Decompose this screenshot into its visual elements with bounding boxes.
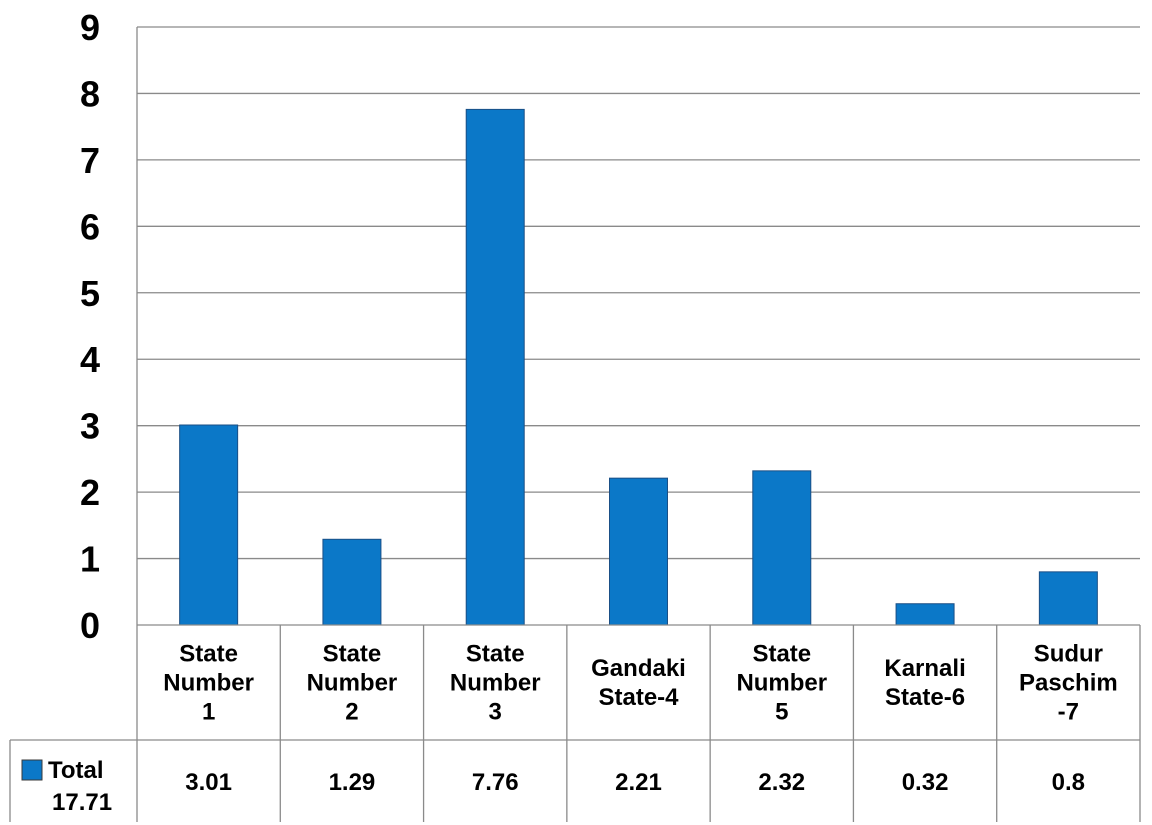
category-label: Number — [163, 670, 254, 697]
bar — [752, 470, 812, 626]
y-tick-label: 7 — [80, 140, 100, 181]
value-label: 0.32 — [902, 769, 949, 796]
value-label: 3.01 — [185, 769, 232, 796]
y-tick-label: 4 — [80, 339, 100, 380]
legend: Total 17.71 — [21, 757, 112, 816]
value-label: 1.29 — [329, 769, 376, 796]
category-label: State — [179, 641, 238, 668]
category-label: 1 — [202, 699, 215, 726]
category-labels: StateNumber1StateNumber2StateNumber3Gand… — [163, 641, 1117, 726]
y-tick-label: 8 — [80, 73, 100, 114]
bar — [1038, 571, 1098, 626]
bars — [179, 108, 1098, 626]
legend-key — [21, 759, 43, 781]
gridlines — [136, 26, 1140, 625]
category-label: State — [323, 641, 382, 668]
category-label: Paschim — [1019, 670, 1118, 697]
y-tick-label: 9 — [80, 7, 100, 48]
category-label: State — [466, 641, 525, 668]
category-label: Karnali — [884, 655, 965, 682]
category-label: State — [752, 641, 811, 668]
y-axis-tick-labels: 0 1 2 3 4 5 6 7 8 9 — [80, 7, 100, 646]
value-label: 0.8 — [1052, 769, 1085, 796]
category-label: -7 — [1058, 699, 1079, 726]
y-tick-label: 3 — [80, 406, 100, 447]
bar — [179, 424, 239, 626]
bar — [465, 108, 525, 626]
category-label: Number — [736, 670, 827, 697]
value-label: 2.21 — [615, 769, 662, 796]
category-label: 5 — [775, 699, 788, 726]
category-label: 2 — [345, 699, 358, 726]
category-label: Sudur — [1034, 641, 1103, 668]
y-tick-label: 6 — [80, 206, 100, 247]
bar — [609, 477, 668, 626]
value-labels: 3.01 1.29 7.76 2.21 2.32 0.32 0.8 — [185, 769, 1085, 796]
value-label: 7.76 — [472, 769, 519, 796]
category-label: Gandaki — [591, 655, 686, 682]
bar — [322, 538, 382, 626]
category-label: Number — [450, 670, 541, 697]
bar — [895, 603, 955, 626]
y-tick-label: 2 — [80, 472, 100, 513]
category-label: 3 — [489, 699, 502, 726]
category-label: Number — [307, 670, 398, 697]
legend-series-name: Total — [48, 757, 104, 784]
y-tick-label: 1 — [80, 539, 100, 580]
y-tick-label: 5 — [80, 273, 100, 314]
value-label: 2.32 — [758, 769, 805, 796]
data-table — [9, 624, 1141, 822]
category-label: State-4 — [598, 684, 679, 711]
category-label: State-6 — [885, 684, 965, 711]
legend-total: 17.71 — [52, 789, 112, 816]
y-tick-label: 0 — [80, 605, 100, 646]
